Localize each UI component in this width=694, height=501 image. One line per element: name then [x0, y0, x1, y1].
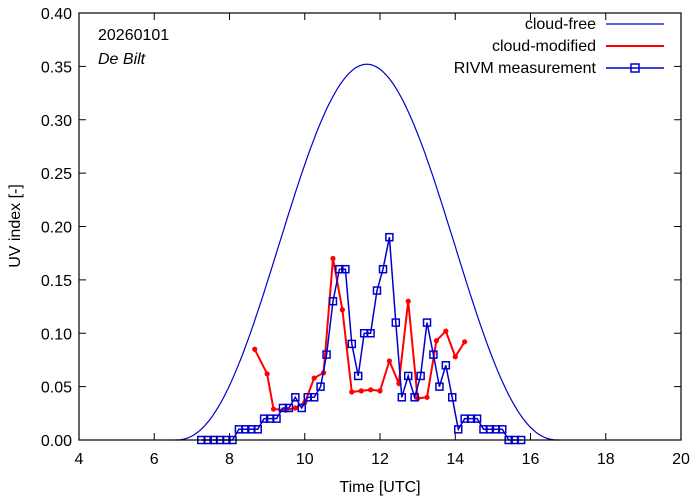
y-tick-label: 0.05	[41, 380, 72, 397]
series-line-rivm-measurement	[201, 237, 522, 441]
plot-frame	[78, 12, 682, 441]
legend: cloud-free cloud-modified RIVM measureme…	[454, 16, 664, 77]
point-rivm-measurement	[297, 403, 306, 413]
point-cloud-modified	[424, 394, 430, 400]
series-layer	[174, 63, 559, 445]
tick-labels: 4 6 8 10 12 14 16 18 20 0.00 0.05 0.10 0.15 0.20 0.25 0…	[41, 6, 690, 468]
point-rivm-measurement	[284, 403, 294, 413]
point-cloud-modified	[386, 358, 393, 364]
point-rivm-measurement	[366, 329, 375, 338]
point-rivm-measurement	[291, 393, 300, 402]
point-rivm-measurement	[429, 350, 438, 359]
point-rivm-measurement	[335, 264, 344, 274]
point-rivm-measurement	[397, 393, 407, 402]
point-rivm-measurement	[241, 425, 250, 434]
legend-label-cloud-modified: cloud-modified	[492, 38, 596, 55]
point-cloud-modified	[330, 255, 336, 262]
point-rivm-measurement	[403, 371, 413, 381]
y-tick-label: 0.25	[41, 166, 72, 183]
point-rivm-measurement	[378, 264, 388, 274]
series-line-cloud-free	[174, 63, 559, 441]
x-tick-label: 10	[296, 451, 314, 468]
point-rivm-measurement	[372, 286, 382, 295]
point-rivm-measurement	[466, 414, 476, 423]
point-rivm-measurement	[472, 414, 482, 423]
point-rivm-measurement	[322, 350, 331, 359]
x-tick-label: 20	[672, 451, 690, 468]
point-cloud-modified	[264, 371, 270, 377]
point-rivm-measurement	[391, 318, 401, 327]
y-tick-label: 0.40	[41, 6, 72, 23]
x-tick-label: 12	[371, 451, 389, 468]
point-rivm-measurement	[278, 403, 288, 413]
point-rivm-measurement	[272, 414, 281, 423]
point-rivm-measurement	[341, 264, 350, 274]
point-rivm-measurement	[447, 393, 457, 402]
x-tick-label: 18	[597, 451, 615, 468]
point-cloud-modified	[252, 346, 258, 352]
legend-marker-rivm-measurement	[630, 63, 640, 73]
location-annotation: De Bilt	[98, 51, 146, 68]
point-rivm-measurement	[253, 425, 262, 434]
point-cloud-modified	[452, 354, 458, 360]
y-tick-label: 0.30	[41, 113, 72, 130]
point-cloud-modified	[349, 389, 355, 395]
point-cloud-modified	[292, 405, 298, 411]
point-rivm-measurement	[353, 371, 363, 381]
point-rivm-measurement	[485, 425, 495, 434]
x-tick-label: 16	[522, 451, 540, 468]
point-rivm-measurement	[498, 425, 507, 434]
point-rivm-measurement	[454, 425, 463, 434]
y-tick-label: 0.00	[41, 433, 72, 450]
point-cloud-modified	[377, 388, 383, 394]
point-rivm-measurement	[410, 393, 419, 402]
point-rivm-measurement	[416, 371, 425, 381]
point-rivm-measurement	[309, 393, 319, 402]
x-tick-label: 6	[150, 451, 159, 468]
point-rivm-measurement	[347, 339, 357, 349]
x-tick-label: 14	[446, 451, 464, 468]
x-tick-label: 4	[75, 451, 84, 468]
date-annotation: 20260101	[98, 27, 169, 44]
series-line-cloud-modified	[253, 258, 466, 412]
point-rivm-measurement	[435, 382, 444, 391]
point-cloud-modified	[358, 388, 364, 394]
point-rivm-measurement	[328, 296, 338, 306]
y-axis-label: UV index [-]	[7, 184, 24, 268]
point-cloud-modified	[311, 375, 317, 381]
x-tick-label: 8	[225, 451, 234, 468]
point-rivm-measurement	[316, 382, 325, 391]
point-rivm-measurement	[385, 232, 394, 242]
y-tick-label: 0.15	[41, 273, 72, 290]
y-tick-label: 0.20	[41, 220, 72, 237]
point-rivm-measurement	[441, 361, 451, 370]
point-cloud-modified	[339, 307, 345, 313]
y-tick-label: 0.10	[41, 326, 72, 343]
legend-label-cloud-free: cloud-free	[525, 16, 596, 33]
point-cloud-modified	[443, 328, 449, 334]
y-tick-label: 0.35	[41, 59, 72, 76]
point-rivm-measurement	[259, 414, 269, 423]
point-cloud-modified	[405, 298, 411, 304]
legend-label-rivm-measurement: RIVM measurement	[454, 60, 597, 77]
point-cloud-modified	[270, 406, 277, 412]
point-cloud-modified	[367, 387, 374, 393]
point-rivm-measurement	[422, 318, 432, 327]
axis-ticks	[78, 12, 682, 441]
point-cloud-modified	[462, 339, 468, 345]
point-cloud-modified	[433, 338, 440, 344]
x-axis-label: Time [UTC]	[339, 479, 420, 496]
